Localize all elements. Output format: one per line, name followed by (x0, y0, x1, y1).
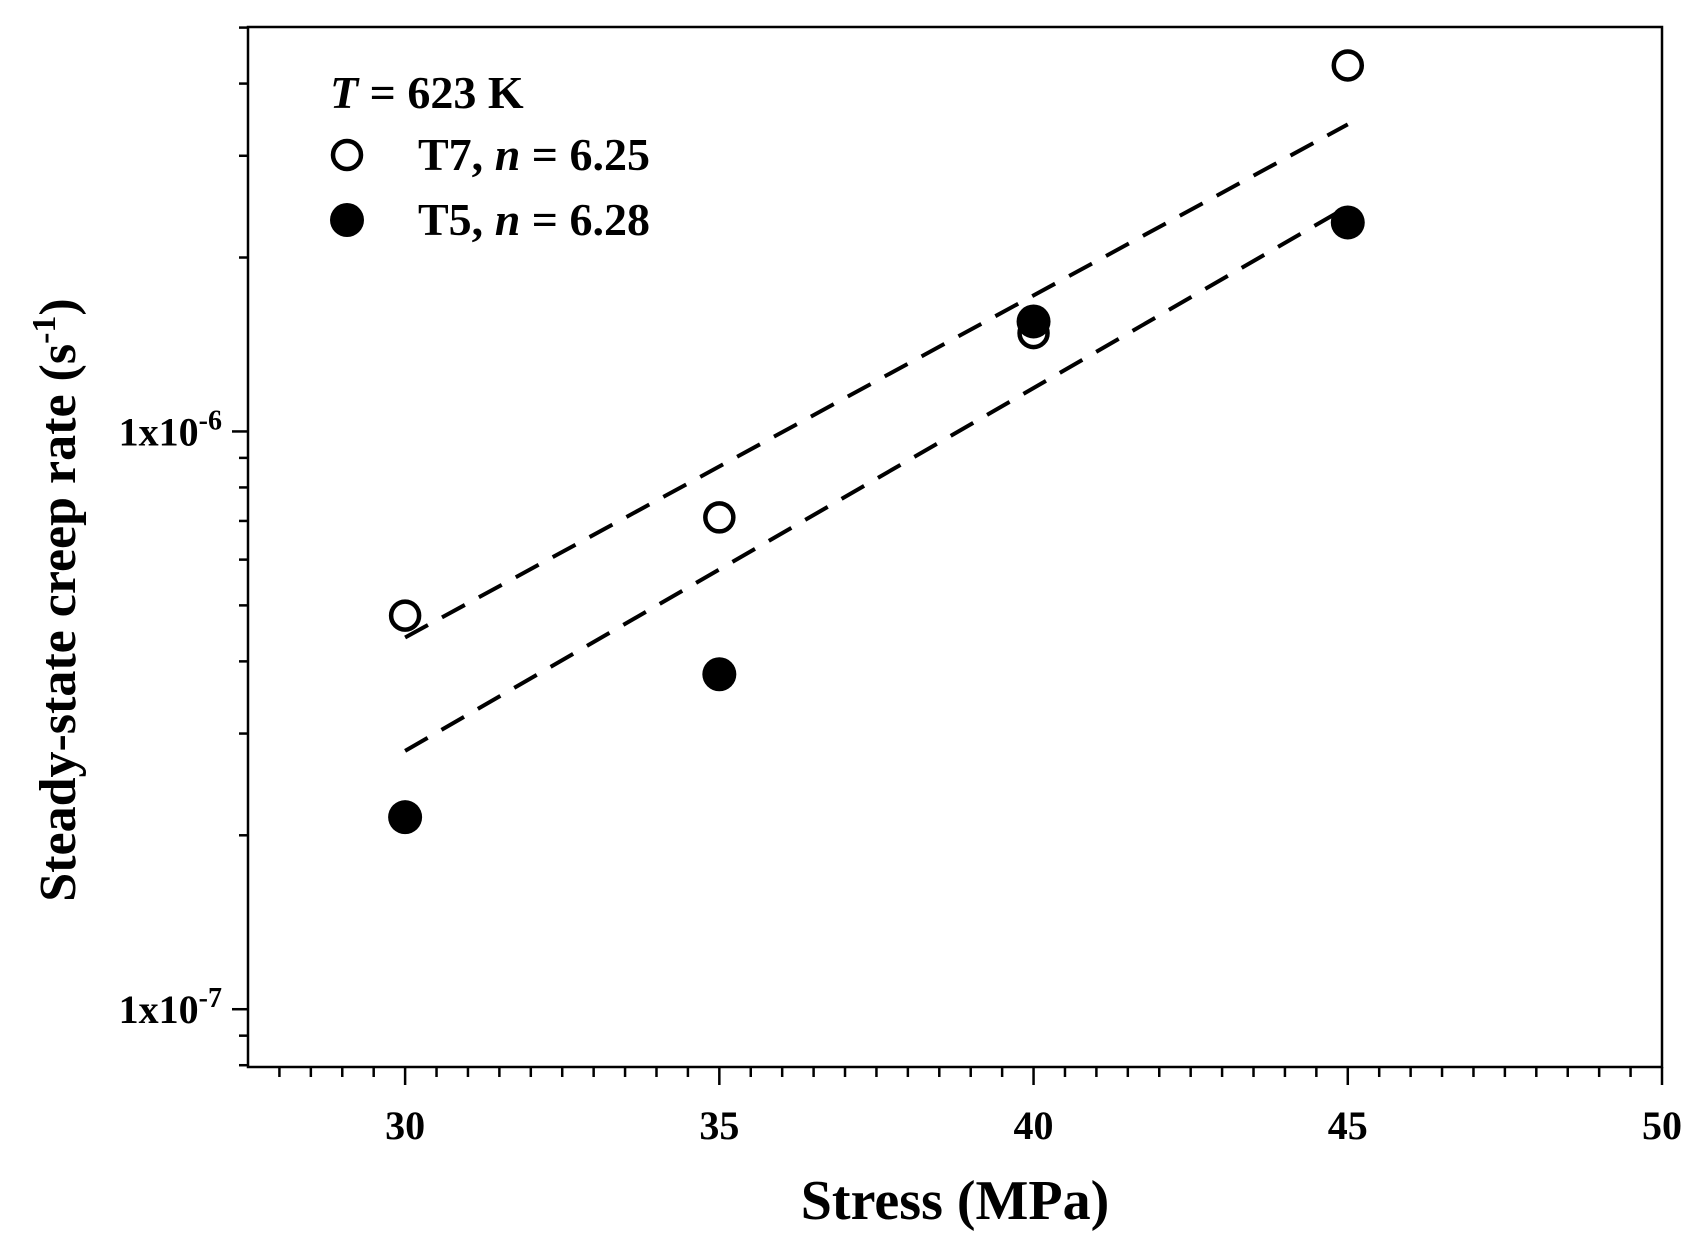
fit-line-t7 (404, 122, 1349, 640)
legend-temperature-var: T (330, 67, 360, 118)
x-tick-label: 50 (1642, 1103, 1682, 1148)
legend-entry-t7-value: = 6.25 (520, 129, 650, 180)
data-point-t7 (388, 599, 422, 632)
data-point-t5 (1016, 304, 1051, 339)
y-tick-label: 1x10-6 (119, 405, 222, 454)
legend-filled-circle-marker (330, 203, 364, 237)
fit-line-t5 (404, 204, 1349, 753)
legend-entry-t5-var: n (495, 194, 521, 245)
x-tick-label: 35 (699, 1103, 739, 1148)
data-point-t5 (1330, 205, 1365, 240)
x-tick-label: 45 (1328, 1103, 1368, 1148)
data-point-t7 (703, 501, 736, 534)
x-tick-label: 30 (385, 1103, 425, 1148)
legend-entry-t5-label: T5, (418, 194, 495, 245)
data-markers (388, 49, 1365, 835)
legend-entry-t7: T7, n = 6.25 (418, 129, 650, 180)
x-axis: 30 35 40 45 50 (278, 1067, 1682, 1148)
data-point-t5 (388, 800, 423, 835)
legend-temperature: T = 623 K (330, 67, 524, 118)
legend-temperature-value: = 623 K (358, 67, 524, 118)
x-axis-label: Stress (MPa) (801, 1170, 1109, 1232)
legend: T = 623 K T7, n = 6.25 T5, n = 6.28 (330, 67, 650, 245)
data-point-t5 (702, 657, 737, 692)
x-tick-label: 40 (1014, 1103, 1054, 1148)
legend-entry-t7-var: n (495, 129, 521, 180)
y-axis-label-main: Steady-state creep rate (s (30, 344, 87, 902)
y-axis-label-close: ) (30, 298, 87, 315)
y-tick-label: 1x10-7 (119, 983, 222, 1032)
y-axis-label: Steady-state creep rate (s-1) (26, 298, 87, 902)
legend-entry-t5: T5, n = 6.28 (418, 194, 650, 245)
plot-area-frame (246, 25, 1664, 1069)
y-axis: 1x10-7 1x10-6 (119, 26, 248, 1067)
fit-lines (404, 122, 1349, 753)
data-point-t7 (1331, 49, 1365, 82)
y-axis-label-sup: -1 (26, 316, 63, 344)
legend-entry-t5-value: = 6.28 (520, 194, 650, 245)
legend-entry-t7-label: T7, (418, 129, 495, 180)
legend-open-circle-marker (330, 138, 364, 172)
